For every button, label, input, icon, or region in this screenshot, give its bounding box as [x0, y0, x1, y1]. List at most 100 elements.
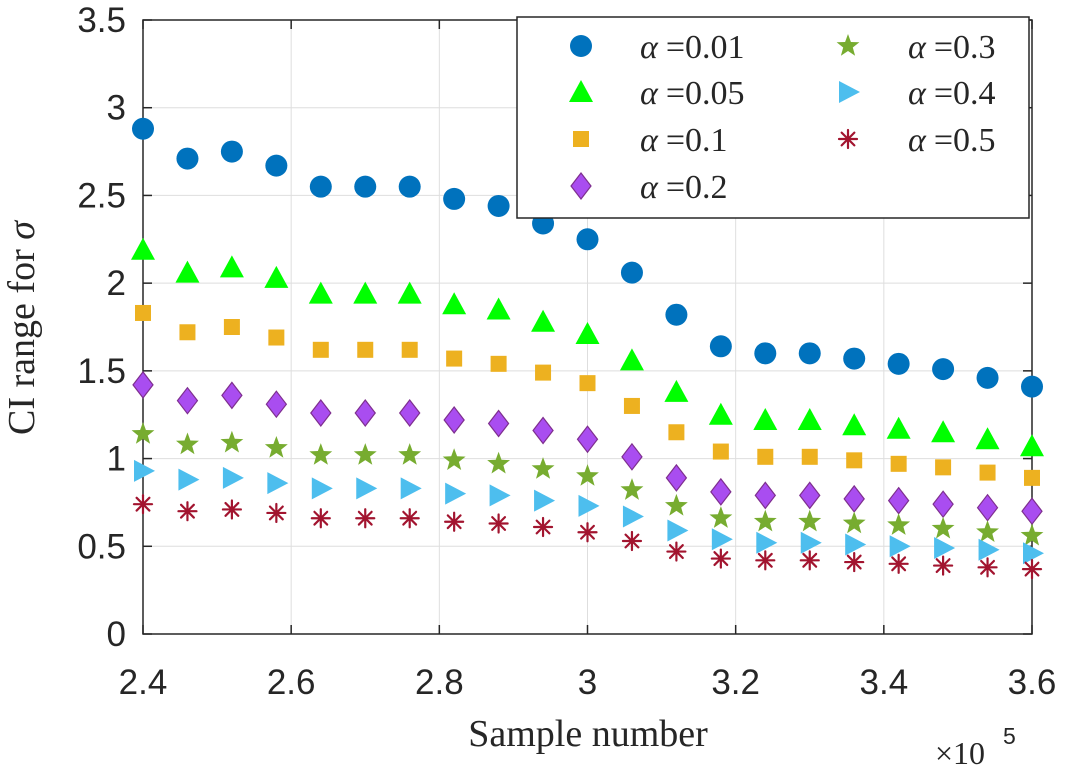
- data-point: [576, 425, 599, 454]
- data-point: [131, 422, 155, 444]
- data-point: [446, 350, 463, 367]
- data-point: [753, 509, 777, 532]
- legend-value: 0.3: [953, 29, 996, 66]
- data-point: [132, 117, 154, 140]
- series-0.3: [131, 422, 1044, 546]
- data-point: [308, 281, 333, 304]
- data-point: [664, 379, 689, 402]
- legend-label: α =0.1: [640, 122, 728, 159]
- legend-marker: [836, 34, 860, 56]
- data-point: [711, 528, 733, 551]
- data-point: [934, 537, 956, 560]
- legend-marker: [839, 81, 860, 103]
- legend-item-0.05: α =0.05: [569, 75, 745, 112]
- data-point: [665, 463, 688, 492]
- legend-alpha-symbol: α: [908, 29, 927, 66]
- data-point: [223, 319, 240, 335]
- data-point: [398, 443, 422, 465]
- y-tick-label: 1: [107, 440, 126, 479]
- data-point: [844, 551, 865, 573]
- data-point: [1024, 469, 1040, 486]
- legend-marker: [569, 80, 593, 102]
- data-point: [353, 281, 378, 304]
- y-axis: 0 0.5 1 1.5 2 2.5 3 3.5: [77, 1, 1032, 654]
- data-point: [135, 304, 151, 321]
- data-point: [486, 297, 511, 320]
- data-point: [132, 370, 154, 399]
- data-point: [487, 194, 510, 217]
- data-point: [753, 407, 778, 430]
- data-point: [443, 187, 466, 210]
- data-point: [576, 464, 599, 486]
- data-point: [400, 477, 422, 500]
- data-point: [310, 508, 331, 529]
- y-tick-label: 0: [107, 615, 126, 654]
- data-point: [932, 358, 955, 381]
- y-tick-label: 3: [107, 89, 126, 128]
- data-point: [710, 477, 732, 506]
- data-point: [623, 397, 640, 414]
- data-point: [621, 442, 643, 471]
- data-point: [1023, 542, 1044, 565]
- series-0.5: [132, 494, 1043, 580]
- x-tick-label: 2.6: [267, 663, 316, 702]
- legend-box: [516, 16, 1030, 219]
- legend-value: 0.5: [953, 122, 996, 159]
- y-tick-label: 1.5: [77, 352, 126, 391]
- data-point: [397, 281, 422, 304]
- data-point: [935, 459, 952, 476]
- data-point: [666, 541, 687, 562]
- x-tick-label: 2.4: [119, 663, 168, 702]
- x-tick-label: 3.6: [1008, 663, 1057, 702]
- data-point: [798, 481, 821, 510]
- data-point: [221, 499, 242, 520]
- legend-item-0.4: α =0.4: [839, 75, 996, 112]
- x-axis-exponent-base: ×10: [935, 735, 985, 771]
- data-point: [354, 398, 377, 427]
- legend-label: α =0.4: [908, 75, 996, 112]
- data-point: [221, 381, 243, 410]
- legend-value: 0.01: [685, 29, 745, 66]
- data-point: [179, 324, 196, 341]
- data-point: [398, 175, 421, 198]
- legend-alpha-symbol: α: [640, 169, 659, 206]
- legend-alpha-symbol: α: [640, 122, 659, 159]
- legend-item-0.01: α =0.01: [570, 29, 745, 66]
- legend-alpha-symbol: α: [640, 29, 659, 66]
- data-point: [1021, 375, 1043, 398]
- data-point: [268, 329, 285, 346]
- data-point: [132, 494, 154, 515]
- data-point: [576, 228, 599, 251]
- legend-equals: =: [934, 29, 953, 66]
- data-point: [220, 430, 244, 453]
- data-point: [309, 175, 332, 198]
- data-point: [890, 455, 907, 472]
- legend-value: 0.2: [685, 169, 728, 206]
- series-0.4: [134, 459, 1044, 565]
- legend-alpha-symbol: α: [908, 122, 927, 159]
- data-point: [976, 520, 999, 542]
- y-tick-label: 0.5: [77, 527, 126, 566]
- data-point: [356, 477, 378, 500]
- data-point: [757, 448, 774, 465]
- legend-label: α =0.2: [640, 169, 728, 206]
- data-point: [264, 436, 288, 458]
- data-point: [575, 322, 600, 345]
- legend-item-0.3: α =0.3: [836, 29, 996, 66]
- data-point: [665, 493, 688, 516]
- data-point: [534, 489, 556, 512]
- data-point: [665, 303, 688, 326]
- legend-marker: [570, 35, 592, 57]
- y-tick-label: 2.5: [77, 176, 126, 215]
- data-point: [801, 448, 818, 465]
- data-point: [487, 451, 510, 474]
- data-point: [532, 516, 554, 538]
- legend-label: α =0.05: [640, 75, 745, 112]
- x-axis-exponent: ×10 5: [935, 723, 1016, 771]
- legend-item-0.1: α =0.1: [573, 122, 728, 159]
- legend-label: α =0.01: [640, 29, 745, 66]
- legend-alpha-symbol: α: [908, 75, 927, 112]
- data-point: [886, 416, 911, 439]
- legend: α =0.01α =0.05α =0.1α =0.2α =0.3α =0.4α =0.5: [516, 16, 1030, 219]
